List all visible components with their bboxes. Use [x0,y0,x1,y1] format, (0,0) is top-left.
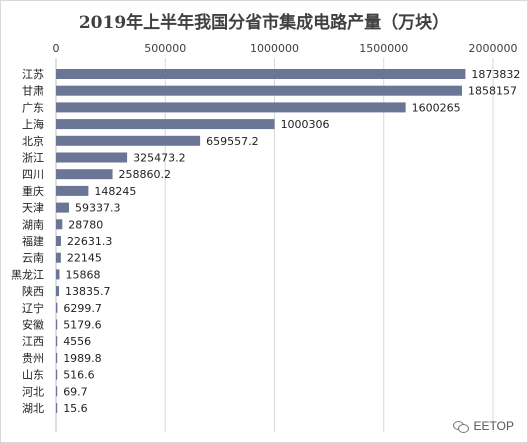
data-label: 13835.7 [65,285,111,298]
bar [56,102,406,113]
bar [56,202,69,213]
data-label: 4556 [63,335,91,348]
bar [56,236,61,246]
data-label: 659557.2 [206,135,259,148]
category-label: 浙江 [22,152,44,165]
category-label: 陕西 [22,284,44,298]
data-label: 148245 [94,185,136,198]
x-tick-label: 1000000 [250,42,299,55]
category-label: 湖南 [22,218,44,231]
bar [56,85,463,96]
category-label: 黑龙江 [11,268,44,281]
data-label: 325473.2 [133,152,186,165]
bar [56,336,58,347]
category-label: 贵州 [22,352,44,365]
data-label: 1600265 [412,101,461,114]
category-label: 湖北 [22,402,44,415]
watermark: EETOP [452,419,514,433]
data-label: 69.7 [63,385,87,398]
data-label: 15.6 [63,402,87,415]
data-label: 6299.7 [63,302,101,315]
x-tick-label: 2000000 [469,42,518,55]
x-tick-label: 1500000 [359,42,408,55]
data-label: 258860.2 [119,168,171,181]
data-label: 22145 [67,252,102,265]
bar [56,352,58,363]
category-label: 甘肃 [22,85,44,98]
chart-title: 2019年上半年我国分省市集成电路产量（万块） [78,13,450,33]
category-label: 河北 [22,385,44,398]
data-label: 1989.8 [63,352,101,365]
bar [56,119,275,130]
category-label: 江苏 [22,68,44,81]
bar [56,386,58,397]
bar [56,269,60,280]
x-tick-label: 0 [53,42,60,55]
category-label: 江西 [22,335,44,348]
category-label: 重庆 [22,184,44,198]
bar [56,252,61,263]
data-label: 28780 [68,218,103,231]
data-label: 59337.3 [75,202,121,215]
data-label: 1873832 [471,68,520,81]
category-label: 云南 [22,252,44,265]
bar [56,403,58,413]
data-label: 1000306 [281,118,330,131]
bar [56,302,58,313]
data-label: 516.6 [63,369,94,382]
category-label: 辽宁 [22,301,44,315]
data-label: 15868 [65,268,100,281]
category-label: 福建 [22,234,44,248]
bar [56,169,113,180]
x-tick-label: 500000 [144,42,186,55]
data-label: 22631.3 [67,235,113,248]
bar [56,286,60,297]
category-label: 上海 [22,117,44,131]
category-label: 四川 [22,168,44,181]
bar [56,369,58,380]
bar [56,185,89,196]
bar [56,219,63,230]
wechat-icon [452,420,469,433]
bar [56,69,466,79]
bar [56,135,201,146]
category-label: 天津 [22,202,44,215]
bar [56,152,128,163]
category-label: 安徽 [22,318,44,332]
category-label: 广东 [22,101,44,114]
bar [56,319,58,330]
category-label: 山东 [22,369,44,382]
category-label: 北京 [22,134,44,148]
watermark-text: EETOP [473,419,514,433]
data-label: 1858157 [468,85,517,98]
data-label: 5179.6 [63,319,101,332]
